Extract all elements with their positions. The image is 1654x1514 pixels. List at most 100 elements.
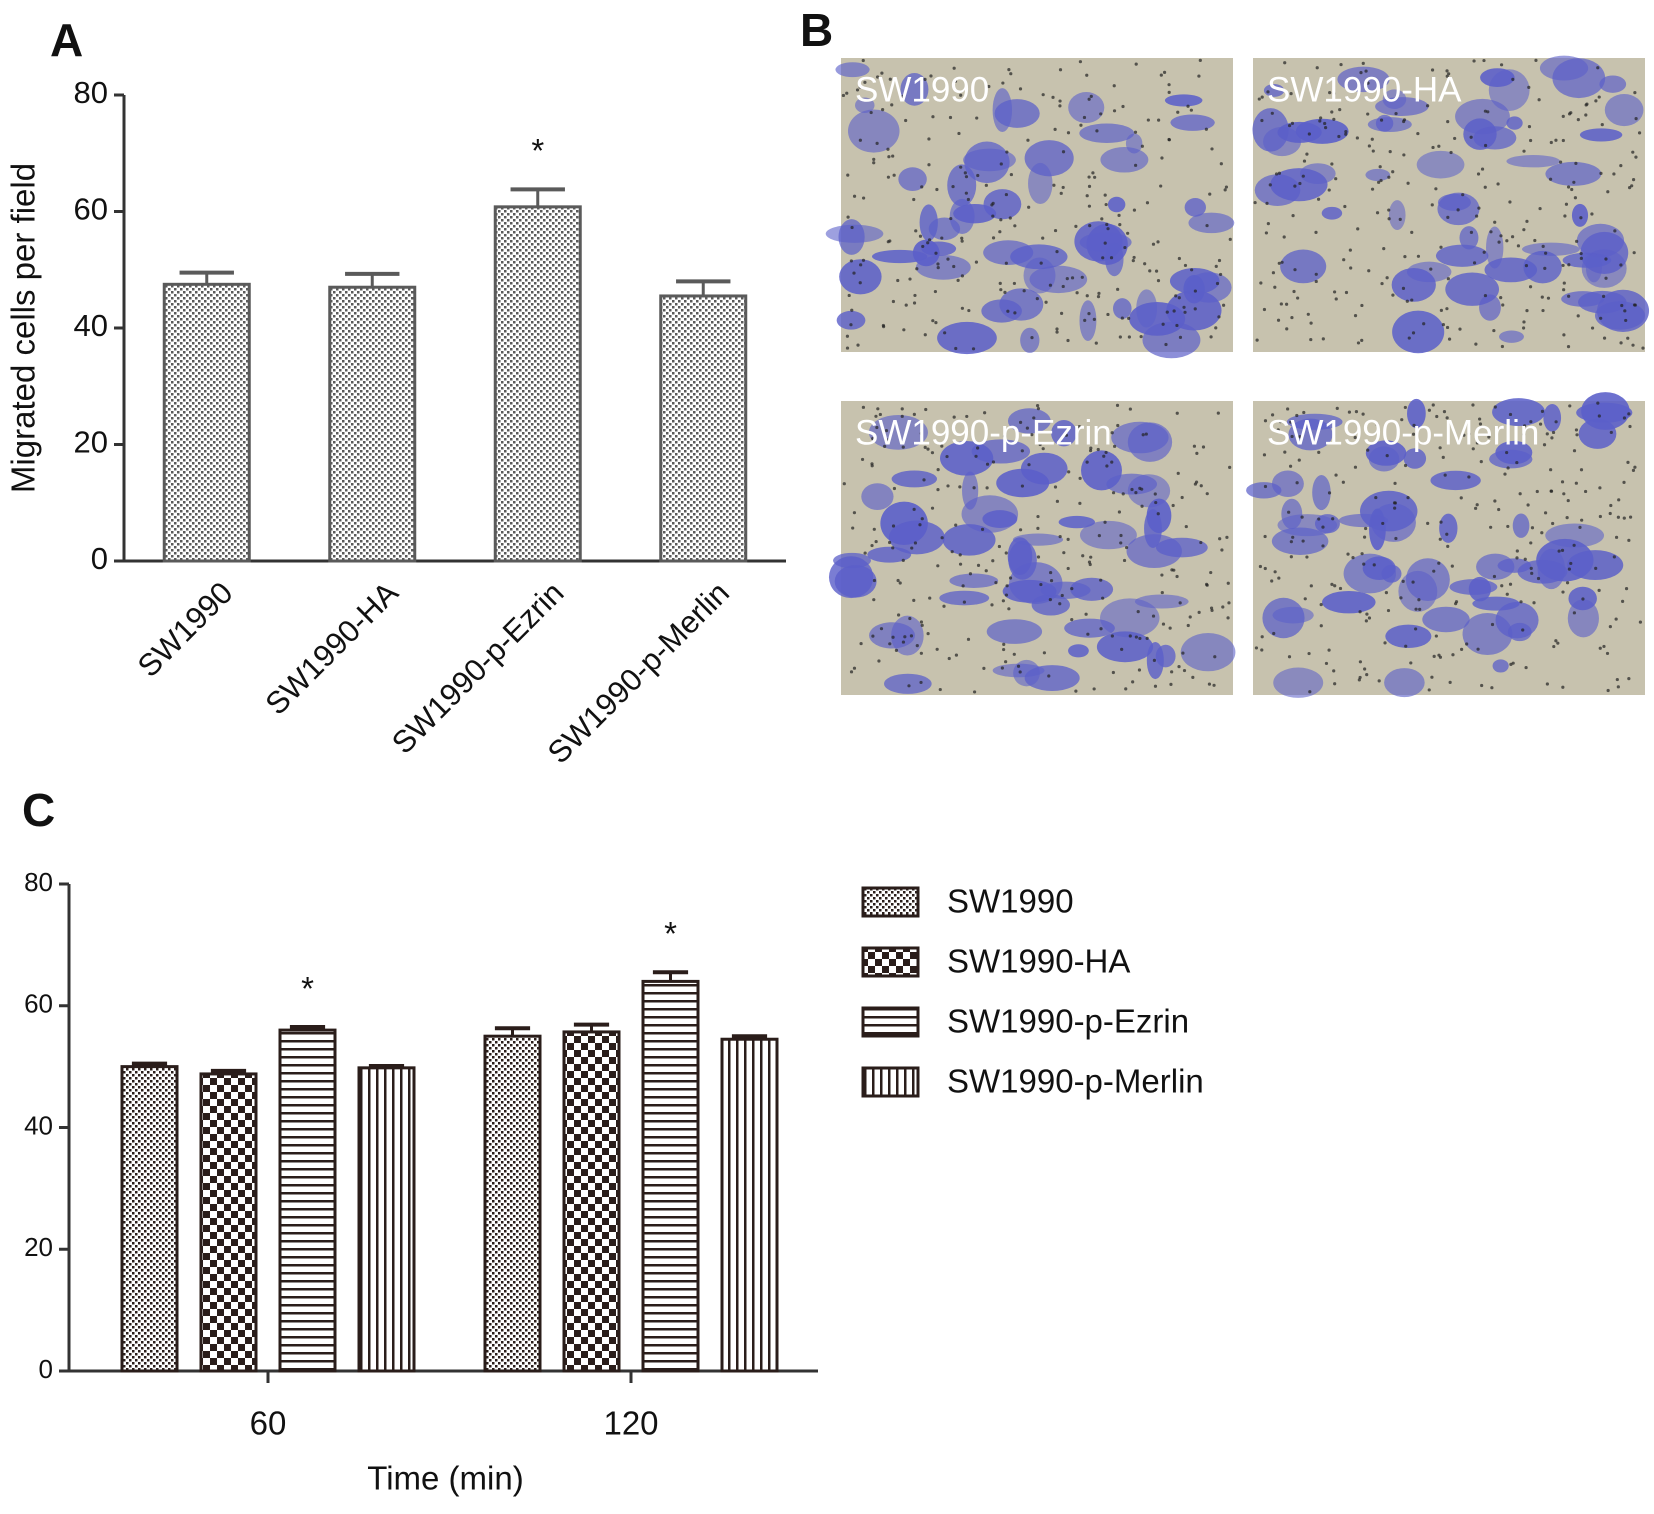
- pore: [1307, 132, 1311, 136]
- pore: [990, 203, 994, 207]
- pore: [1180, 495, 1184, 500]
- pore: [990, 603, 994, 607]
- pore: [929, 74, 933, 78]
- pore: [900, 407, 904, 411]
- cell-cluster: [942, 524, 996, 556]
- cell-cluster: [949, 198, 975, 234]
- pore: [915, 267, 919, 271]
- pore: [1225, 535, 1229, 539]
- pore: [952, 264, 956, 269]
- pore: [872, 598, 876, 602]
- pore: [1445, 69, 1449, 73]
- pore: [1120, 647, 1124, 651]
- pore: [859, 263, 863, 267]
- pore: [954, 653, 959, 657]
- pore: [1416, 254, 1421, 258]
- pore: [1374, 495, 1378, 500]
- pore: [1118, 335, 1122, 339]
- pore: [1285, 302, 1289, 306]
- pore: [1566, 185, 1571, 189]
- pore: [1497, 240, 1501, 244]
- pore: [1483, 185, 1487, 189]
- cell-cluster: [1273, 667, 1324, 698]
- cell-cluster: [1507, 622, 1532, 642]
- pore: [930, 506, 935, 510]
- pore: [887, 540, 892, 545]
- pore: [886, 147, 890, 151]
- pore: [1370, 187, 1375, 191]
- pore: [1598, 514, 1602, 519]
- pore: [1126, 231, 1130, 235]
- pore: [1472, 261, 1477, 265]
- pore: [1529, 420, 1533, 424]
- pore: [912, 598, 916, 602]
- legend-swatch: [861, 946, 920, 978]
- pore: [923, 445, 927, 449]
- pore: [1446, 544, 1450, 548]
- pore: [1182, 668, 1187, 673]
- cell-cluster: [1545, 161, 1602, 186]
- pore: [1175, 574, 1179, 579]
- pore: [1161, 622, 1166, 626]
- pore: [1035, 297, 1039, 301]
- pore: [1055, 499, 1060, 503]
- pore: [1321, 544, 1325, 548]
- pore: [1393, 506, 1397, 510]
- pore: [991, 559, 995, 563]
- pore: [1085, 194, 1089, 198]
- pore: [1489, 230, 1493, 234]
- pore: [1438, 446, 1442, 450]
- cell-cluster: [1321, 206, 1343, 220]
- cell-cluster: [1068, 644, 1089, 658]
- pore: [1578, 525, 1582, 529]
- pore: [1448, 680, 1452, 684]
- cell-cluster: [1068, 92, 1105, 124]
- pore: [1287, 124, 1292, 128]
- pore: [1602, 336, 1607, 340]
- pore: [960, 274, 965, 278]
- pore: [982, 666, 986, 670]
- pore: [846, 215, 850, 219]
- pore: [1080, 275, 1084, 279]
- cell-cluster: [919, 204, 938, 241]
- pore: [1480, 167, 1485, 171]
- cell-cluster: [898, 167, 927, 191]
- pore: [1467, 432, 1471, 436]
- pore: [1462, 433, 1466, 437]
- cell-cluster: [1571, 203, 1589, 227]
- pore: [1566, 498, 1570, 503]
- pore: [1121, 492, 1125, 496]
- pore: [1499, 296, 1503, 300]
- cell-cluster: [1599, 75, 1627, 93]
- cell-cluster: [981, 299, 1022, 323]
- pore: [1020, 484, 1025, 488]
- cell-cluster: [1186, 272, 1232, 303]
- pore: [1544, 251, 1548, 255]
- pore: [927, 238, 932, 242]
- cell-cluster: [1134, 594, 1189, 609]
- error-bar: [368, 1064, 405, 1069]
- cell-cluster: [1020, 327, 1040, 353]
- pore: [913, 541, 918, 545]
- cell-cluster: [891, 470, 938, 488]
- pore: [1367, 616, 1372, 620]
- pore: [987, 84, 991, 89]
- pore: [1472, 59, 1476, 63]
- pore: [1572, 449, 1577, 453]
- pore: [1289, 540, 1293, 544]
- pore: [1117, 213, 1121, 218]
- pore: [850, 308, 854, 312]
- pore: [1461, 193, 1465, 197]
- pore: [1334, 297, 1338, 301]
- cell-cluster: [834, 565, 877, 598]
- pore: [1476, 647, 1480, 651]
- pore: [940, 444, 944, 448]
- pore: [1527, 125, 1532, 129]
- bar: [357, 1066, 416, 1373]
- pore: [926, 447, 930, 451]
- pore: [1297, 458, 1301, 462]
- pore: [861, 58, 865, 63]
- pore: [1318, 119, 1322, 123]
- pore: [1427, 408, 1431, 412]
- y-tick-label: 60: [74, 192, 108, 227]
